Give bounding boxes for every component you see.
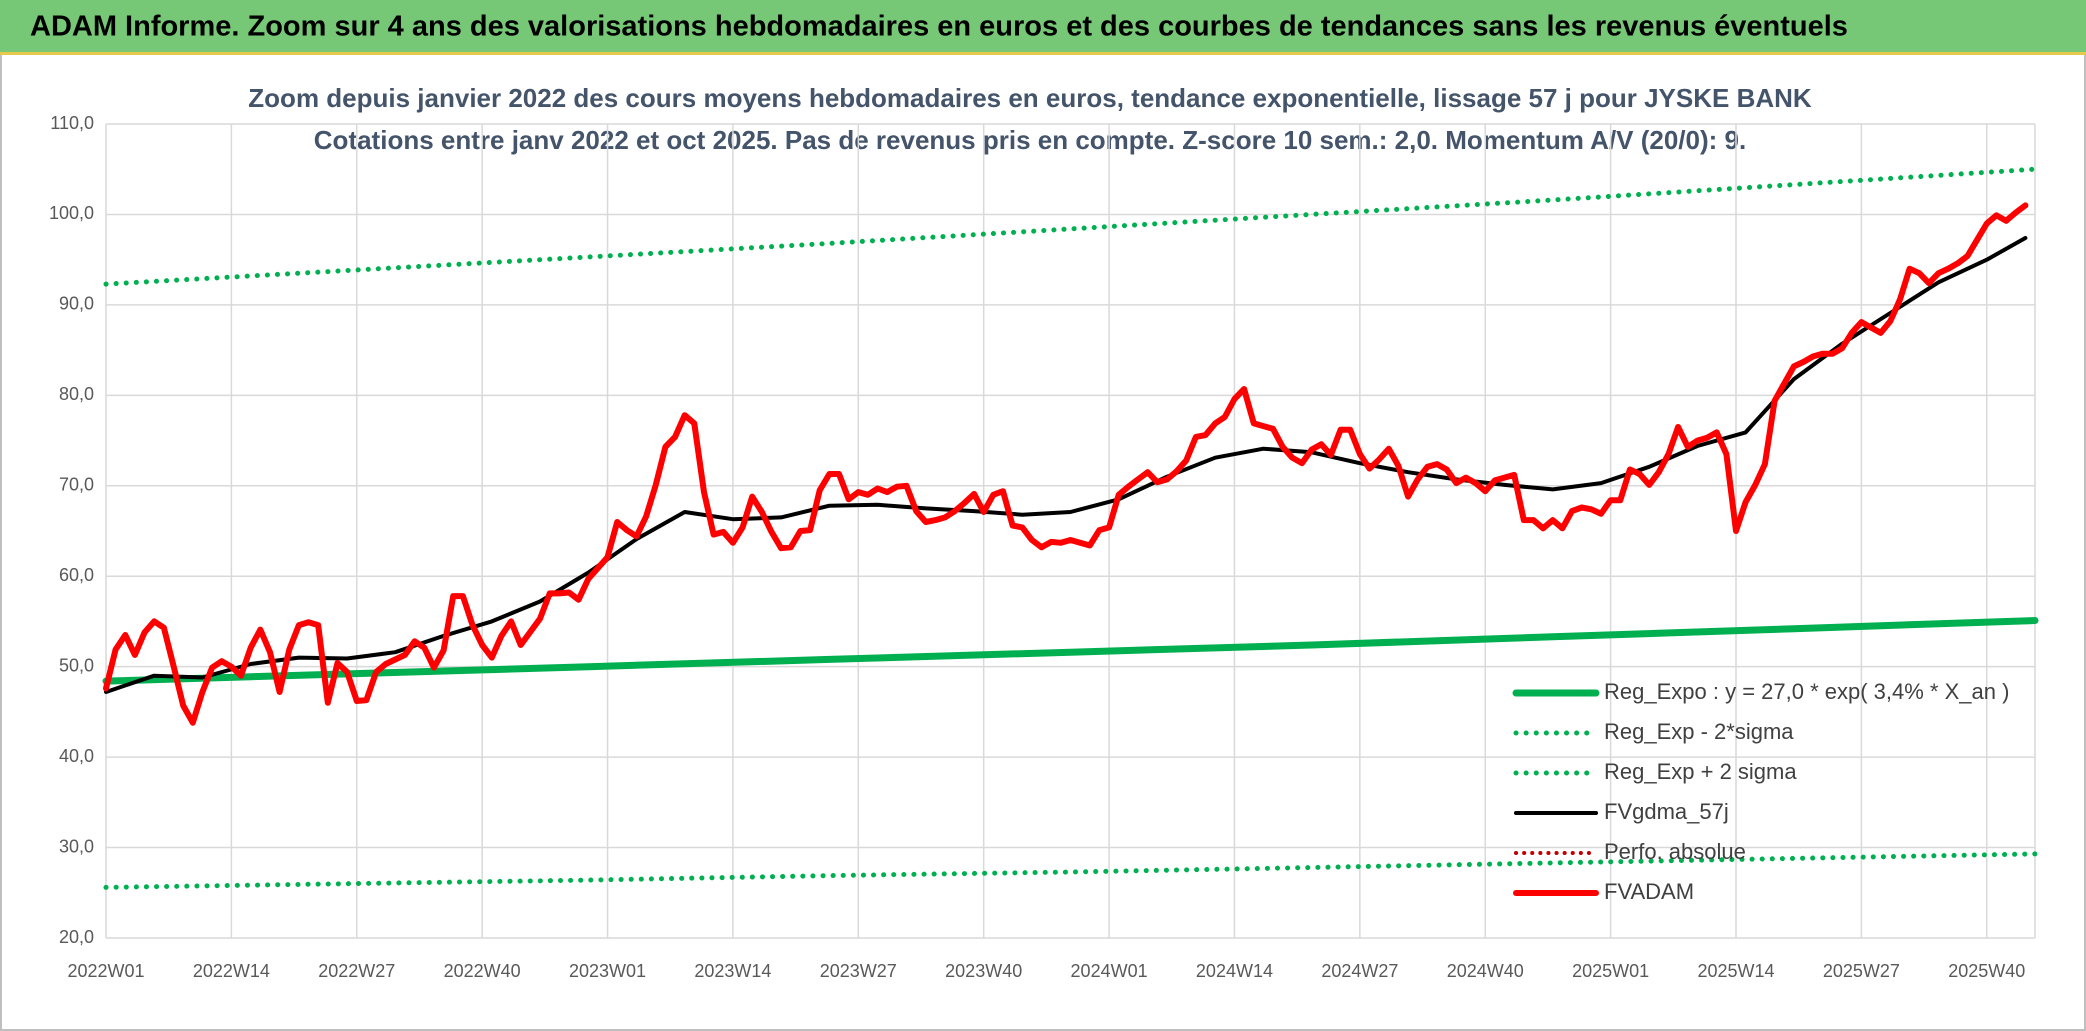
x-tick-label: 2024W01 bbox=[1071, 961, 1148, 981]
legend-label: Reg_Exp - 2*sigma bbox=[1604, 719, 1794, 744]
x-tick-label: 2025W40 bbox=[1948, 961, 2025, 981]
legend-label: Perfo. absolue bbox=[1604, 839, 1746, 864]
x-tick-label: 2024W27 bbox=[1321, 961, 1398, 981]
x-tick-label: 2025W27 bbox=[1823, 961, 1900, 981]
y-tick-label: 60,0 bbox=[59, 565, 94, 585]
x-tick-label: 2023W27 bbox=[820, 961, 897, 981]
banner bbox=[0, 0, 2086, 54]
x-tick-label: 2022W40 bbox=[444, 961, 521, 981]
y-tick-label: 40,0 bbox=[59, 746, 94, 766]
y-tick-label: 20,0 bbox=[59, 927, 94, 947]
x-tick-label: 2024W40 bbox=[1447, 961, 1524, 981]
x-tick-label: 2024W14 bbox=[1196, 961, 1273, 981]
x-tick-label: 2025W14 bbox=[1697, 961, 1774, 981]
y-tick-label: 30,0 bbox=[59, 836, 94, 856]
chart-title: Zoom depuis janvier 2022 des cours moyen… bbox=[248, 83, 1812, 113]
y-tick-label: 50,0 bbox=[59, 655, 94, 675]
series-line bbox=[104, 236, 2028, 694]
legend-label: FVADAM bbox=[1604, 879, 1694, 904]
legend-label: Reg_Exp + 2 sigma bbox=[1604, 759, 1797, 784]
x-tick-label: 2023W40 bbox=[945, 961, 1022, 981]
series-line bbox=[102, 617, 2039, 685]
legend-label: FVgdma_57j bbox=[1604, 799, 1729, 824]
banner-rule bbox=[0, 52, 2086, 55]
y-tick-label: 90,0 bbox=[59, 294, 94, 314]
y-tick-label: 80,0 bbox=[59, 384, 94, 404]
series-line bbox=[103, 202, 2029, 726]
y-tick-label: 100,0 bbox=[49, 203, 94, 223]
series-line bbox=[103, 851, 2038, 890]
x-tick-label: 2022W27 bbox=[318, 961, 395, 981]
x-tick-label: 2023W01 bbox=[569, 961, 646, 981]
chart-subtitle: Cotations entre janv 2022 et oct 2025. P… bbox=[314, 125, 1746, 155]
x-tick-label: 2025W01 bbox=[1572, 961, 1649, 981]
y-tick-label: 70,0 bbox=[59, 475, 94, 495]
x-tick-label: 2022W01 bbox=[67, 961, 144, 981]
x-tick-label: 2022W14 bbox=[193, 961, 270, 981]
y-tick-label: 110,0 bbox=[50, 113, 94, 133]
banner-title: ADAM Informe. Zoom sur 4 ans des valoris… bbox=[30, 11, 1848, 43]
x-tick-label: 2023W14 bbox=[694, 961, 771, 981]
series-line bbox=[103, 166, 2038, 287]
legend-label: Reg_Expo : y = 27,0 * exp( 3,4% * X_an ) bbox=[1604, 679, 2009, 704]
